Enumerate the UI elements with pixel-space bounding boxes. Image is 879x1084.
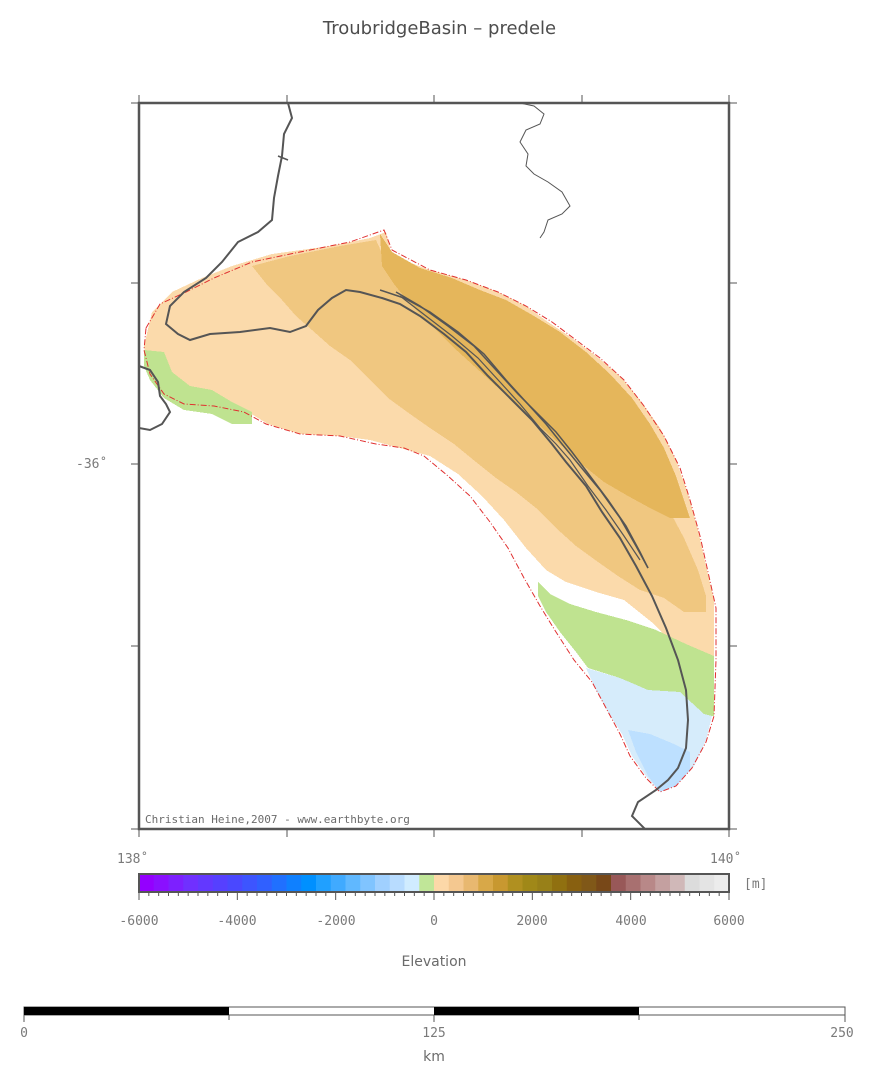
colorbar-title: Elevation	[401, 954, 467, 970]
raster-green-south	[538, 582, 714, 716]
colorbar-cell	[227, 874, 243, 892]
scale-unit: km	[423, 1049, 445, 1065]
colorbar-cell	[625, 874, 642, 892]
coastlines	[139, 103, 690, 829]
raster-mid-land	[252, 240, 706, 612]
colorbar-cell	[345, 874, 361, 892]
colorbar-cell	[434, 874, 450, 892]
lon-right-label: 140˚	[710, 852, 742, 867]
colorbar-cell	[419, 874, 435, 892]
colorbar-cell	[330, 874, 347, 892]
scale-tick-label: 250	[830, 1026, 854, 1041]
colorbar-cell	[581, 874, 597, 892]
colorbar-cell	[168, 874, 184, 892]
lat-label: -36˚	[76, 457, 108, 472]
colorbar-cell	[670, 874, 686, 892]
colorbar-cell	[640, 874, 656, 892]
coastline-peninsula	[139, 365, 172, 432]
coastline-coorong-inner	[395, 291, 649, 569]
colorbar-cell	[463, 874, 479, 892]
colorbar-cell	[714, 874, 730, 892]
colorbar-cell	[257, 874, 273, 892]
colorbar-cell	[655, 874, 671, 892]
colorbar-cell	[493, 874, 509, 892]
colorbar-cell	[212, 874, 229, 892]
colorbar-cell	[316, 874, 332, 892]
colorbar-cell	[139, 874, 155, 892]
colorbar-cell	[301, 874, 317, 892]
raster-deep-water	[628, 730, 690, 792]
colorbar-cell	[375, 874, 391, 892]
colorbar-cell	[522, 874, 538, 892]
colorbar-cell	[183, 874, 199, 892]
elevation-raster	[144, 232, 714, 792]
colorbar-tick-label: 2000	[516, 914, 548, 929]
coastline-spur	[277, 155, 289, 161]
colorbar-cell	[596, 874, 612, 892]
colorbar-cell	[537, 874, 553, 892]
colorbar-tick-label: -6000	[119, 914, 159, 929]
credit-text: Christian Heine,2007 - www.earthbyte.org	[145, 813, 410, 826]
colorbar-cell	[404, 874, 420, 892]
colorbar-cell	[286, 874, 302, 892]
raster-high-land	[380, 234, 690, 518]
colorbar-cell	[448, 874, 465, 892]
colorbar-tick-label: 4000	[615, 914, 647, 929]
colorbar-cell	[389, 874, 406, 892]
colorbar-cell	[611, 874, 627, 892]
colorbar-tick-label: 0	[430, 914, 438, 929]
colorbar-tick-label: 6000	[713, 914, 745, 929]
colorbar-cell	[271, 874, 288, 892]
coastline-lagoon	[399, 295, 641, 561]
colorbar-cell	[507, 874, 524, 892]
colorbar-cell	[153, 874, 170, 892]
colorbar-tick-label: -4000	[217, 914, 257, 929]
lon-left-label: 138˚	[117, 852, 149, 867]
scale-tick-label: 0	[20, 1026, 28, 1041]
frame-ticks	[131, 95, 737, 837]
scale-tick-label: 125	[422, 1026, 446, 1041]
colorbar-tick-label: -2000	[316, 914, 356, 929]
colorbar	[139, 874, 730, 892]
colorbar-cell	[699, 874, 715, 892]
raster-low-land	[144, 232, 714, 656]
colorbar-cell	[566, 874, 583, 892]
colorbar-cell	[360, 874, 376, 892]
colorbar-cell	[684, 874, 701, 892]
colorbar-cell	[242, 874, 258, 892]
scale-bar	[23, 1006, 846, 1022]
colorbar-cell	[552, 874, 568, 892]
colorbar-ticks	[138, 892, 730, 900]
colorbar-cell	[478, 874, 494, 892]
colorbar-unit: [m]	[744, 877, 768, 892]
raster-green-west	[144, 350, 252, 424]
map-title: TroubridgeBasin – predele	[322, 18, 557, 39]
coastline-west	[164, 103, 690, 829]
colorbar-cell	[198, 874, 214, 892]
river-murray	[519, 103, 571, 239]
basin-outline	[143, 229, 717, 793]
